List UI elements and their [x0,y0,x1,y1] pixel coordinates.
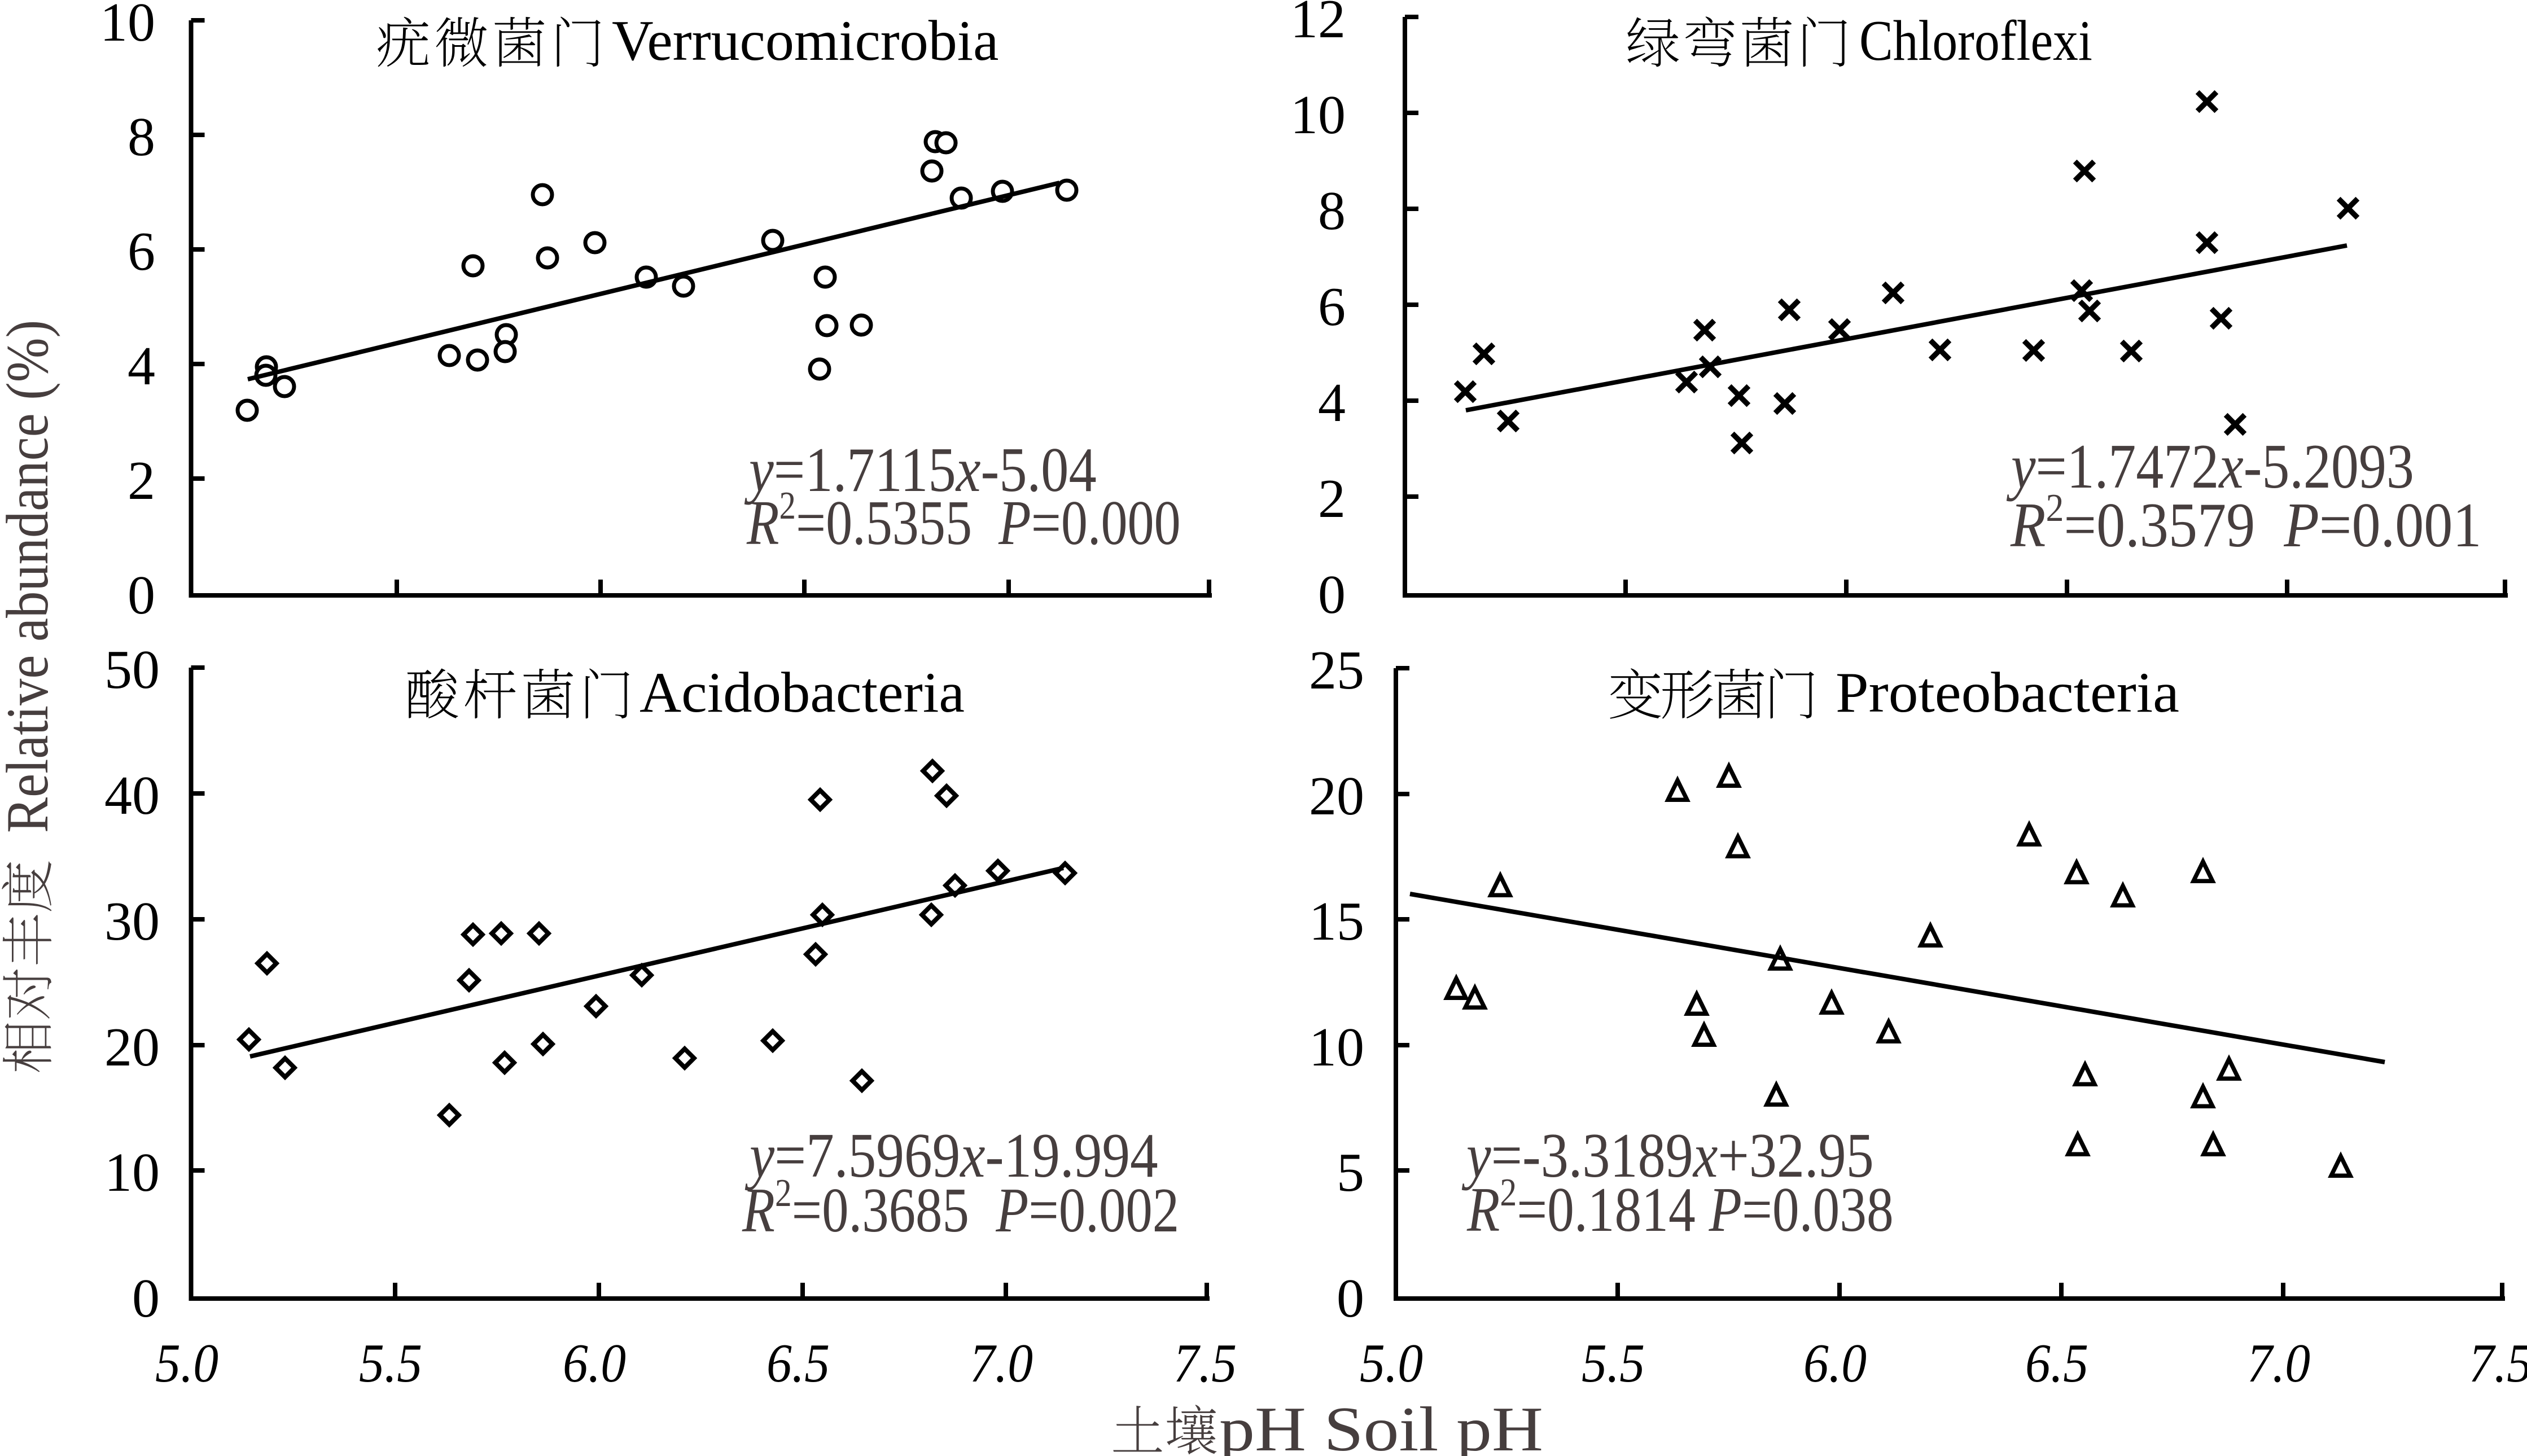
svg-text:20: 20 [104,1017,160,1078]
svg-text:5.5: 5.5 [359,1333,422,1394]
svg-text:5.5: 5.5 [1582,1333,1645,1394]
svg-text:2: 2 [128,450,155,511]
svg-text:10: 10 [1309,1017,1364,1078]
svg-text:2: 2 [1318,468,1346,529]
svg-text:8: 8 [128,107,155,168]
svg-text:6.0: 6.0 [1803,1333,1867,1394]
svg-text:6: 6 [1318,277,1346,337]
svg-text:6.0: 6.0 [563,1333,626,1394]
svg-text:R2=0.3685 P=0.002: R2=0.3685 P=0.002 [742,1171,1179,1245]
svg-text:Verrucomicrobia: Verrucomicrobia [612,9,998,73]
svg-text:7.5: 7.5 [2469,1333,2527,1394]
svg-text:25: 25 [1309,640,1364,701]
svg-text:10: 10 [1290,85,1346,146]
svg-text:10: 10 [100,0,155,53]
svg-text:0: 0 [1318,564,1346,625]
svg-text:7.0: 7.0 [2247,1333,2310,1394]
svg-text:5.0: 5.0 [1360,1333,1423,1394]
svg-text:7.0: 7.0 [970,1333,1033,1394]
svg-text:6: 6 [128,221,155,282]
svg-text:R2=0.1814 P=0.038: R2=0.1814 P=0.038 [1466,1171,1894,1245]
svg-text:R2=0.3579 P=0.001: R2=0.3579 P=0.001 [2010,486,2481,560]
svg-text:y=1.7472x-5.2093: y=1.7472x-5.2093 [2007,431,2414,502]
svg-text:Proteobacteria: Proteobacteria [1836,661,2179,725]
svg-text:7.5: 7.5 [1173,1333,1237,1394]
svg-text:y=-3.3189x+32.95: y=-3.3189x+32.95 [1462,1120,1874,1190]
svg-text:12: 12 [1290,0,1346,50]
svg-text:0: 0 [128,565,155,626]
svg-text:Relative abundance (%): Relative abundance (%) [0,320,60,833]
svg-text:y=7.5969x-19.994: y=7.5969x-19.994 [745,1121,1158,1191]
svg-text:R2=0.5355 P=0.000: R2=0.5355 P=0.000 [746,483,1181,558]
svg-text:6.5: 6.5 [2025,1333,2088,1394]
svg-text:pH Soil pH: pH Soil pH [1219,1394,1543,1456]
svg-text:4: 4 [128,336,155,397]
svg-text:20: 20 [1309,766,1364,827]
svg-text:10: 10 [104,1142,160,1203]
svg-text:Acidobacteria: Acidobacteria [640,661,965,725]
svg-text:5: 5 [1337,1142,1364,1203]
svg-text:6.5: 6.5 [767,1333,830,1394]
svg-text:0: 0 [132,1268,160,1329]
svg-text:y=1.7115x-5.04: y=1.7115x-5.04 [744,435,1097,505]
svg-text:4: 4 [1318,372,1346,433]
svg-text:30: 30 [104,891,160,952]
svg-text:8: 8 [1318,181,1346,242]
svg-text:0: 0 [1337,1268,1364,1329]
svg-text:5.0: 5.0 [155,1333,218,1394]
svg-text:15: 15 [1309,891,1364,952]
svg-text:50: 50 [104,639,160,700]
svg-text:40: 40 [104,765,160,826]
svg-text:Chloroflexi: Chloroflexi [1859,8,2092,73]
